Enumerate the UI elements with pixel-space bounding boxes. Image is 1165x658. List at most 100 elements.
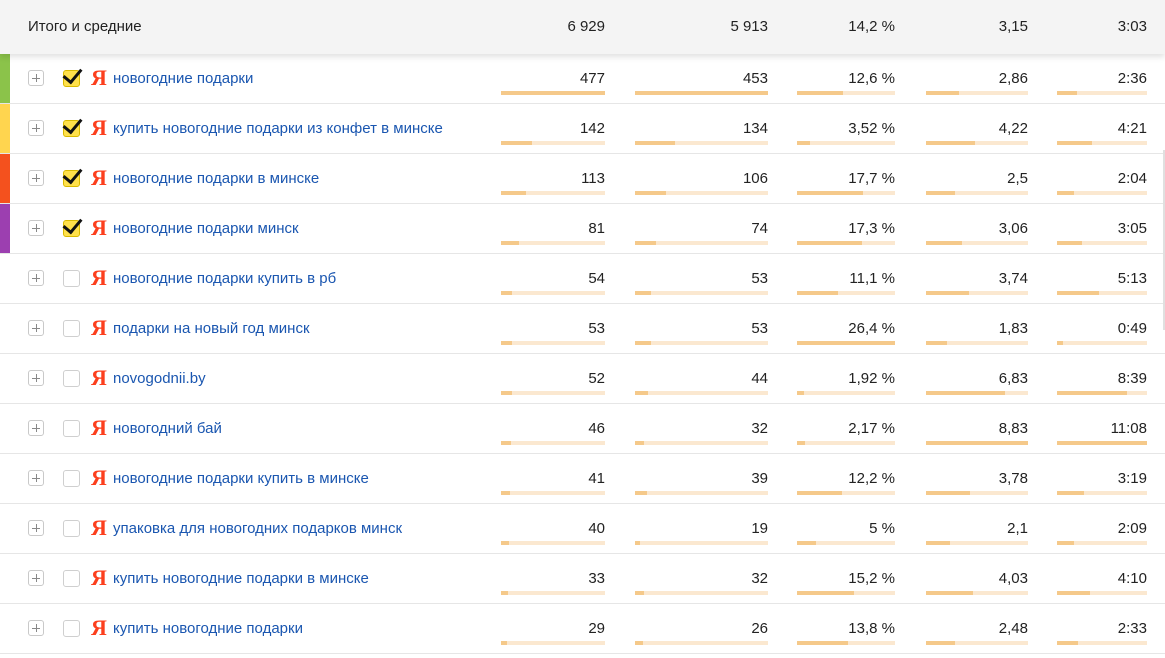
- bar-fill: [501, 441, 512, 445]
- yandex-icon: Я: [91, 115, 107, 140]
- bounce-rate-bar: [797, 541, 895, 545]
- search-phrase-link[interactable]: новогодние подарки в минске: [113, 170, 320, 187]
- plus-icon[interactable]: [28, 570, 44, 586]
- page-depth-value: 2,86: [998, 70, 1028, 87]
- visitors-value: 32: [751, 570, 768, 587]
- time-on-site-value: 2:33: [1117, 620, 1147, 637]
- visits-value: 113: [581, 170, 605, 187]
- plus-icon[interactable]: [28, 620, 44, 636]
- bar-fill: [635, 141, 675, 145]
- page-depth-bar: [926, 291, 1028, 295]
- search-phrase-link[interactable]: новогодние подарки: [113, 70, 254, 87]
- plus-icon[interactable]: [28, 420, 44, 436]
- bar-fill: [797, 591, 854, 595]
- search-phrase-link[interactable]: купить новогодние подарки: [113, 620, 303, 637]
- yandex-icon: Я: [91, 215, 107, 240]
- visits-bar: [501, 91, 605, 95]
- yandex-icon: Я: [91, 65, 107, 90]
- plus-icon[interactable]: [28, 370, 44, 386]
- bar-fill: [797, 441, 805, 445]
- plus-icon[interactable]: [28, 520, 44, 536]
- row-checkbox[interactable]: [63, 270, 80, 287]
- yandex-icon: Я: [91, 265, 107, 290]
- yandex-icon: Я: [91, 565, 107, 590]
- time-on-site-value: 3:19: [1117, 470, 1147, 487]
- search-phrase-link[interactable]: новогодние подарки минск: [113, 220, 299, 237]
- bar-fill: [797, 291, 839, 295]
- row-checkbox[interactable]: [63, 470, 80, 487]
- visits-bar: [501, 641, 605, 645]
- bar-fill: [797, 241, 862, 245]
- row-checkbox[interactable]: [63, 620, 80, 637]
- visits-bar: [501, 341, 605, 345]
- search-phrase-link[interactable]: купить новогодние подарки из конфет в ми…: [113, 120, 443, 137]
- bar-fill: [926, 591, 973, 595]
- visitors-bar: [635, 191, 768, 195]
- search-phrase-link[interactable]: новогодние подарки купить в минске: [113, 470, 369, 487]
- row-checkbox[interactable]: [62, 63, 83, 87]
- bar-fill: [1057, 91, 1077, 95]
- time-on-site-value: 11:08: [1110, 420, 1147, 437]
- bounce-rate-value: 17,7 %: [848, 170, 895, 187]
- visitors-value: 134: [742, 120, 768, 137]
- search-phrase-link[interactable]: купить новогодние подарки в минске: [113, 570, 369, 587]
- row-checkbox[interactable]: [63, 370, 80, 387]
- page-depth-bar: [926, 441, 1028, 445]
- plus-icon[interactable]: [28, 220, 44, 236]
- search-phrase-link[interactable]: подарки на новый год минск: [113, 320, 310, 337]
- bounce-rate-bar: [797, 641, 895, 645]
- visitors-value: 32: [751, 420, 768, 437]
- scrollbar[interactable]: [1163, 150, 1165, 330]
- page-depth-value: 6,83: [998, 370, 1028, 387]
- visits-bar: [501, 441, 605, 445]
- row-checkbox[interactable]: [62, 113, 83, 137]
- bar-fill: [635, 491, 647, 495]
- bar-fill: [1057, 141, 1093, 145]
- bar-fill: [635, 641, 643, 645]
- time-on-site-value: 8:39: [1117, 370, 1147, 387]
- bounce-rate-bar: [797, 391, 895, 395]
- plus-icon[interactable]: [28, 120, 44, 136]
- bar-fill: [1057, 191, 1075, 195]
- row-checkbox[interactable]: [63, 320, 80, 337]
- time-on-site-bar: [1057, 541, 1147, 545]
- search-phrase-link[interactable]: новогодние подарки купить в рб: [113, 270, 337, 287]
- bar-fill: [635, 341, 651, 345]
- yandex-icon: Я: [91, 615, 107, 640]
- page-depth-bar: [926, 641, 1028, 645]
- series-color-stripe: [0, 154, 10, 203]
- plus-icon[interactable]: [28, 270, 44, 286]
- plus-icon[interactable]: [28, 470, 44, 486]
- visits-bar: [501, 291, 605, 295]
- row-checkbox[interactable]: [62, 213, 83, 237]
- row-checkbox[interactable]: [63, 570, 80, 587]
- search-phrase-link[interactable]: novogodnii.by: [113, 370, 206, 387]
- total-visits: 6 929: [567, 18, 605, 35]
- avg-time-on-site: 3:03: [1117, 18, 1147, 35]
- row-checkbox[interactable]: [63, 520, 80, 537]
- row-checkbox[interactable]: [63, 420, 80, 437]
- visitors-value: 106: [742, 170, 768, 187]
- visits-value: 29: [588, 620, 605, 637]
- search-phrase-link[interactable]: новогодний бай: [113, 420, 222, 437]
- bar-fill: [797, 491, 843, 495]
- time-on-site-value: 0:49: [1117, 320, 1147, 337]
- bounce-rate-bar: [797, 441, 895, 445]
- bar-fill: [635, 541, 641, 545]
- time-on-site-bar: [1057, 291, 1147, 295]
- plus-icon[interactable]: [28, 70, 44, 86]
- time-on-site-value: 5:13: [1117, 270, 1147, 287]
- search-phrase-link[interactable]: упаковка для новогодних подарков минск: [113, 520, 403, 537]
- visitors-value: 453: [742, 70, 768, 87]
- row-checkbox[interactable]: [62, 163, 83, 187]
- time-on-site-bar: [1057, 91, 1147, 95]
- plus-icon[interactable]: [28, 320, 44, 336]
- totals-row: Итого и средние 6 929 5 913 14,2 % 3,15 …: [0, 0, 1165, 54]
- bounce-rate-value: 12,2 %: [848, 470, 895, 487]
- plus-icon[interactable]: [28, 170, 44, 186]
